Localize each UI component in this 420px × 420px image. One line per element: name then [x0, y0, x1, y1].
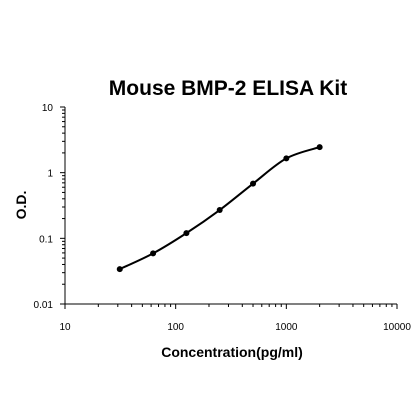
data-point	[150, 250, 157, 257]
y-axis-label: O.D.	[13, 191, 29, 220]
data-points	[116, 144, 323, 273]
ticks	[60, 106, 398, 309]
axes	[64, 107, 397, 305]
data-point	[183, 230, 190, 237]
x-tick-label: 10000	[383, 322, 411, 333]
y-tick-label: 0.01	[34, 300, 54, 311]
data-point	[116, 266, 123, 273]
x-tick-label: 10	[59, 322, 71, 333]
data-point	[250, 180, 257, 187]
y-tick-label: 10	[42, 103, 54, 114]
y-tick-label: 0.1	[39, 234, 53, 245]
x-axis-label: Concentration(pg/ml)	[161, 344, 303, 360]
data-point	[216, 207, 223, 214]
x-tick-label: 100	[167, 322, 184, 333]
data-point	[283, 155, 290, 162]
data-point	[316, 144, 323, 151]
x-tick-label: 1000	[275, 322, 298, 333]
chart-title: Mouse BMP-2 ELISA Kit	[109, 77, 347, 100]
tick-labels: 10 100 1000 10000 0.01 0.1 1 10	[34, 103, 412, 333]
y-tick-label: 1	[47, 169, 53, 180]
